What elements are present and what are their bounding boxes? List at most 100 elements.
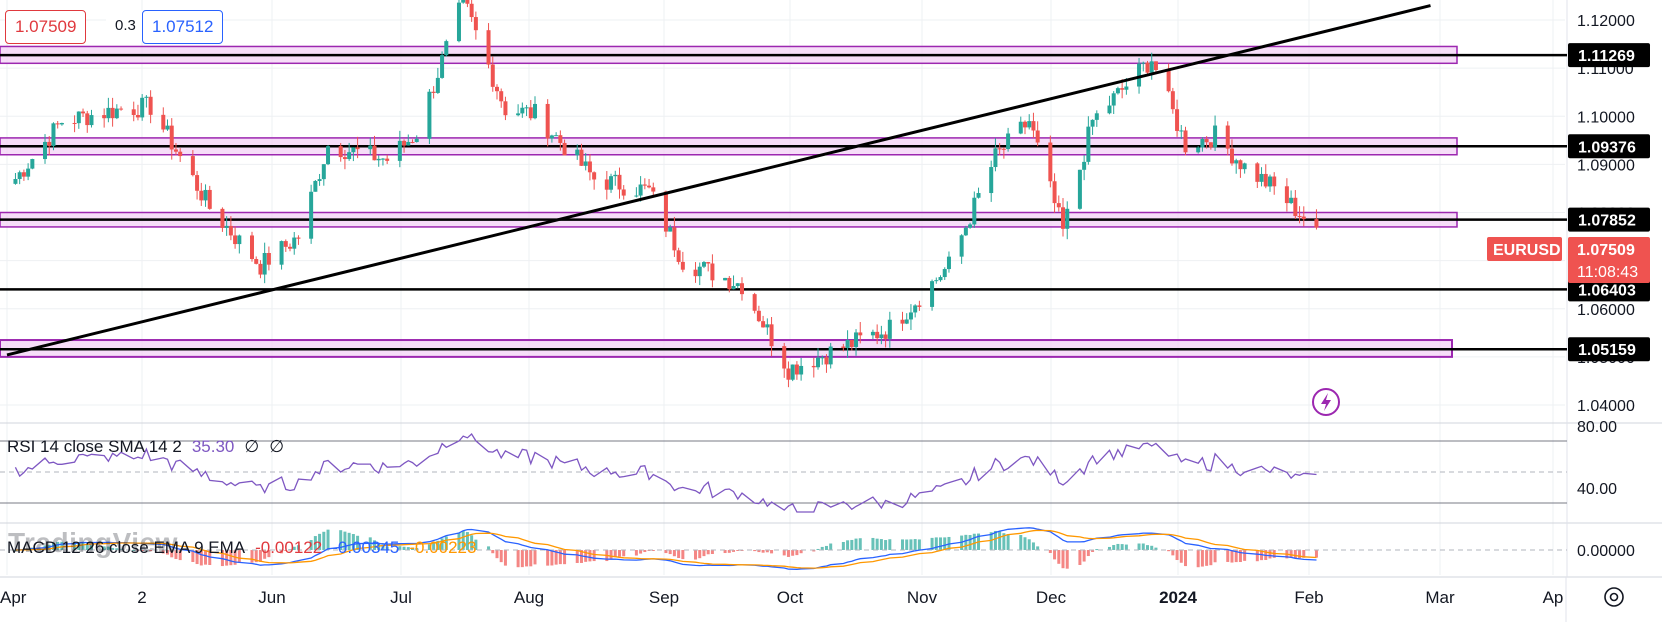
- candle-body-16: [106, 107, 111, 119]
- candle-body-153: [913, 305, 918, 313]
- macd-hist-bar-26: [166, 550, 170, 555]
- rsi-legend-value: 35.30: [191, 437, 235, 456]
- candle-body-178: [1061, 207, 1066, 229]
- candle-body-210: [1255, 163, 1260, 182]
- candle-body-150: [900, 319, 905, 324]
- macd-hist-bar-71: [432, 542, 436, 550]
- macd-hist-bar-187: [1116, 543, 1120, 550]
- macd-hist-bar-131: [786, 550, 790, 557]
- candle-body-75: [456, 2, 461, 42]
- candle-body-217: [1293, 197, 1298, 217]
- candle-body-43: [262, 252, 267, 275]
- rsi-legend-extra-2: ∅: [269, 437, 284, 456]
- candle-body-98: [587, 161, 592, 173]
- level-tag-bg-4: [1568, 337, 1650, 362]
- candle-body-72: [435, 77, 440, 93]
- candle-body-206: [1229, 148, 1234, 164]
- candle-body-154: [917, 305, 922, 307]
- macd-hist-bar-165: [989, 532, 993, 550]
- macd-hist-bar-51: [313, 536, 317, 550]
- macd-legend[interactable]: MACD 12 26 close EMA 9 EMA -0.00122 -0.003…: [7, 538, 476, 558]
- macd-hist-bar-86: [520, 550, 524, 568]
- candle-body-171: [1022, 121, 1027, 128]
- candle-body-203: [1208, 142, 1213, 148]
- candle-body-158: [942, 269, 947, 278]
- macd-hist-bar-186: [1112, 545, 1116, 550]
- candle-body-176: [1052, 181, 1057, 204]
- macd-hist-bar-217: [1293, 550, 1297, 559]
- candle-body-142: [849, 340, 854, 347]
- macd-hist-bar-163: [972, 533, 976, 550]
- candle-body-25: [161, 114, 166, 130]
- macd-hist-bar-50: [309, 540, 313, 550]
- candle-body-127: [761, 321, 766, 328]
- macd-legend-signal: -0.00223: [409, 538, 477, 557]
- candle-body-123: [735, 283, 740, 287]
- candle-body-185: [1107, 105, 1112, 114]
- candle-body-218: [1297, 216, 1302, 218]
- candle-body-42: [258, 263, 263, 275]
- candle-body-101: [609, 176, 614, 190]
- ask-quote[interactable]: 1.07512: [142, 10, 224, 44]
- candle-body-87: [524, 107, 529, 109]
- candle-body-6: [47, 141, 52, 146]
- rsi-legend[interactable]: RSI 14 close SMA 14 2 35.30 ∅ ∅: [7, 437, 284, 457]
- candle-body-202: [1204, 139, 1209, 143]
- candle-body-59: [355, 147, 360, 150]
- candle-body-44: [266, 252, 271, 265]
- candle-body-106: [638, 184, 643, 196]
- macd-hist-bar-93: [558, 550, 562, 565]
- time-tick-label-2: Jun: [258, 588, 285, 607]
- candle-body-78: [469, 3, 474, 18]
- rsi-line: [14, 432, 1317, 513]
- macd-hist-bar-161: [964, 534, 968, 550]
- macd-hist-bar-66: [402, 546, 406, 550]
- candle-body-1: [17, 172, 22, 180]
- macd-hist-bar-155: [930, 537, 934, 550]
- macd-hist-bar-28: [174, 550, 178, 559]
- macd-hist-bar-147: [879, 539, 883, 550]
- candle-body-113: [676, 250, 681, 262]
- macd-hist-bar-119: [710, 550, 714, 554]
- candle-body-128: [765, 324, 770, 328]
- macd-hist-bar-63: [381, 544, 385, 550]
- time-tick-label-10: Feb: [1294, 588, 1323, 607]
- candle-body-216: [1289, 197, 1294, 204]
- macd-hist-bar-87: [525, 550, 529, 567]
- candle-body-213: [1267, 176, 1272, 187]
- macd-hist-bar-142: [850, 539, 854, 550]
- macd-hist-bar-24: [149, 550, 153, 552]
- macd-hist-bar-201: [1200, 550, 1204, 567]
- macd-hist-bar-116: [698, 550, 702, 559]
- candle-body-132: [790, 364, 795, 380]
- candle-body-24: [148, 96, 153, 115]
- macd-hist-bar-82: [495, 550, 499, 559]
- macd-hist-bar-204: [1213, 550, 1217, 563]
- candle-body-5: [43, 141, 48, 160]
- macd-hist-bar-192: [1145, 545, 1149, 550]
- candle-body-40: [249, 235, 254, 260]
- candle-body-95: [575, 149, 580, 156]
- level-tag-label-1: 1.09376: [1578, 139, 1636, 156]
- time-tick-label-11: Mar: [1425, 588, 1455, 607]
- candle-body-160: [959, 235, 964, 257]
- candle-body-118: [706, 262, 711, 264]
- macd-hist-bar-77: [465, 532, 469, 550]
- candle-body-94: [562, 142, 567, 156]
- rsi-tick-label-0: 80.00: [1577, 419, 1617, 436]
- candle-body-45: [279, 241, 284, 265]
- candle-body-81: [490, 64, 495, 87]
- candle-body-36: [224, 225, 229, 228]
- macd-hist-bar-64: [385, 546, 389, 550]
- macd-hist-bar-104: [622, 550, 626, 557]
- candle-body-129: [769, 324, 774, 347]
- macd-hist-bar-22: [140, 550, 144, 551]
- macd-hist-bar-175: [1048, 550, 1052, 553]
- macd-hist-bar-40: [250, 550, 254, 563]
- symbol-tag-label: EURUSD: [1493, 242, 1561, 259]
- price-tick-label-2: 1.10000: [1577, 109, 1635, 126]
- bid-quote[interactable]: 1.07509: [5, 10, 87, 44]
- candles-layer: [13, 0, 1319, 388]
